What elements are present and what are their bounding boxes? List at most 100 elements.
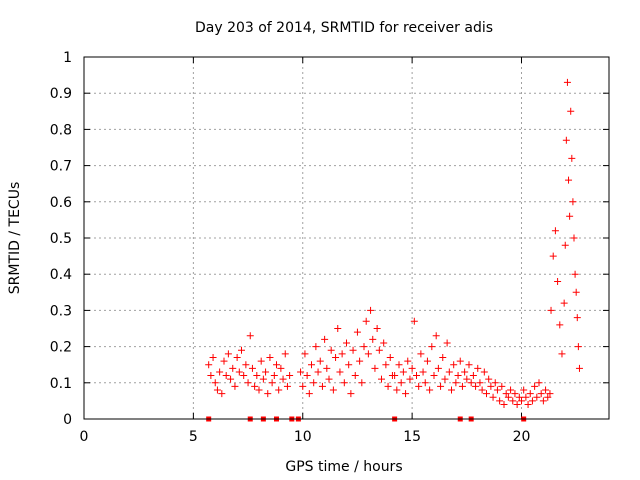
data-point [338, 350, 346, 358]
y-tick-label: 0.8 [50, 122, 72, 138]
data-point [445, 368, 453, 376]
data-point [399, 368, 407, 376]
data-point [476, 379, 484, 387]
data-point [574, 343, 582, 351]
data-point [238, 346, 245, 354]
data-point [351, 372, 359, 380]
data-point [373, 325, 381, 332]
x-tick-label: 0 [80, 429, 89, 445]
data-point [531, 382, 539, 390]
data-point [349, 346, 357, 354]
data-point [360, 343, 368, 351]
data-point [235, 368, 243, 376]
y-tick-label: 0.7 [50, 159, 72, 175]
data-point [465, 361, 473, 369]
data-point [375, 346, 383, 354]
data-point [216, 368, 224, 376]
data-point [334, 325, 342, 332]
data-point [558, 350, 566, 358]
data-point [253, 372, 261, 380]
data-point [395, 361, 403, 369]
data-point [266, 353, 274, 361]
grid-lines [84, 57, 609, 419]
data-point [343, 339, 350, 347]
data-point [367, 306, 375, 314]
data-point [565, 176, 573, 184]
x-tick-label: 20 [513, 429, 531, 445]
data-point [575, 364, 583, 372]
data-point [257, 357, 265, 365]
y-tick-label: 0.9 [50, 86, 72, 102]
data-point [434, 364, 442, 372]
data-point [321, 335, 329, 343]
data-point [542, 386, 550, 394]
data-point [528, 397, 536, 405]
data-point [218, 390, 226, 398]
data-point [563, 78, 571, 86]
data-point [430, 372, 438, 380]
data-point [443, 339, 451, 347]
data-point [314, 368, 322, 376]
data-point [428, 343, 436, 351]
y-tick-label: 1 [63, 50, 72, 66]
data-point [242, 361, 250, 369]
data-point [273, 361, 280, 369]
data-point [568, 154, 576, 162]
data-point [325, 375, 333, 383]
data-point [209, 353, 217, 361]
data-point [262, 368, 270, 376]
data-point [539, 397, 547, 405]
plot-frame [83, 56, 610, 420]
data-point [493, 386, 501, 394]
data-point [362, 317, 370, 325]
data-point [297, 368, 305, 376]
data-point [224, 350, 232, 358]
data-point [310, 379, 318, 387]
data-point [533, 393, 541, 401]
x-tick-label: 10 [294, 429, 312, 445]
data-point [483, 390, 490, 398]
data-point [572, 288, 580, 296]
data-point [259, 375, 267, 383]
data-point [207, 372, 215, 380]
data-point [386, 353, 394, 361]
data-point [227, 375, 235, 383]
data-point [569, 198, 577, 206]
data-point [439, 353, 447, 361]
data-point [393, 386, 401, 394]
y-tick-label: 0.5 [50, 231, 72, 247]
data-point [345, 361, 353, 369]
data-point [448, 386, 455, 394]
y-tick-labels: 0 0.1 0.2 0.3 0.4 0.5 0.6 0.7 0.8 0.9 1 [50, 50, 72, 428]
data-point [240, 372, 248, 380]
data-point [281, 350, 289, 358]
data-point [504, 393, 512, 401]
data-point [551, 227, 559, 235]
data-point [478, 386, 486, 394]
data-point [211, 379, 219, 387]
data-point [573, 314, 581, 322]
data-point [450, 361, 458, 369]
y-tick-label: 0.6 [50, 195, 72, 211]
data-point [520, 386, 528, 394]
data-point [312, 343, 320, 351]
data-point [391, 372, 399, 380]
chart-title: Day 203 of 2014, SRMTID for receiver adi… [195, 20, 493, 36]
data-point [480, 368, 488, 376]
data-point [406, 375, 414, 383]
data-point [544, 393, 552, 401]
data-point [264, 390, 272, 398]
data-point [229, 364, 237, 372]
data-point [408, 364, 416, 372]
data-point [546, 390, 554, 398]
data-point [432, 332, 440, 340]
data-point [251, 382, 259, 390]
data-point [384, 382, 392, 390]
data-point [299, 382, 307, 390]
data-point [566, 212, 574, 220]
data-point [437, 382, 445, 390]
data-point [413, 372, 420, 380]
x-tick-labels: 0 5 10 15 20 [80, 429, 531, 445]
data-point [498, 382, 506, 390]
